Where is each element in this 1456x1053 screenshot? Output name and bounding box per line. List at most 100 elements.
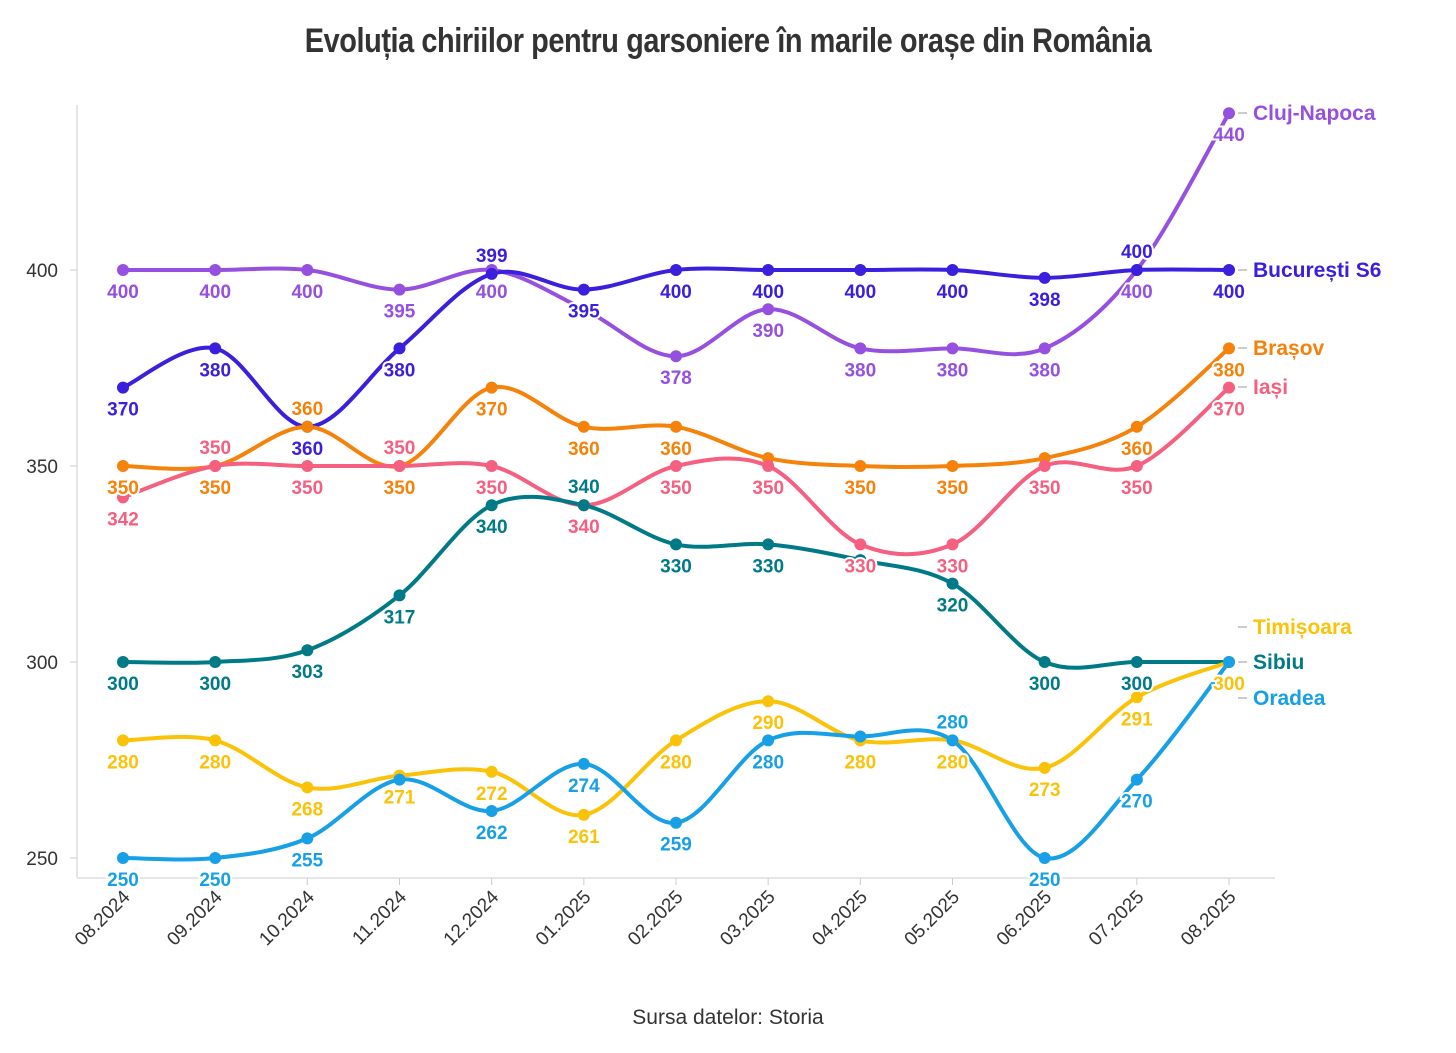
data-point	[117, 852, 129, 864]
series-line-Oradea	[122, 660, 1231, 862]
x-tick-label: 05.2025	[901, 887, 964, 950]
x-tick-label: 06.2025	[993, 887, 1056, 950]
data-label: 350	[199, 478, 231, 499]
data-point	[209, 734, 222, 747]
y-tick-label: 400	[26, 261, 58, 282]
data-label: 380	[844, 360, 876, 381]
data-point	[485, 499, 498, 512]
data-point	[117, 264, 129, 276]
data-label: 262	[476, 823, 508, 844]
data-point	[209, 852, 222, 864]
data-label: 350	[1029, 478, 1061, 499]
data-point	[670, 460, 682, 472]
data-point	[209, 342, 222, 355]
data-label: 360	[291, 399, 323, 420]
data-label: 291	[1121, 709, 1153, 730]
data-point	[854, 538, 867, 551]
data-label: 398	[1029, 290, 1061, 311]
data-label: 370	[107, 400, 139, 421]
data-point	[209, 656, 222, 668]
x-tick-label: 08.2025	[1177, 887, 1240, 950]
data-label: 271	[384, 788, 416, 809]
data-label: 400	[291, 282, 323, 303]
data-point	[1130, 773, 1143, 786]
data-label: 400	[107, 282, 139, 303]
data-point	[670, 734, 682, 747]
chart-title: Evoluția chiriilor pentru garsoniere în …	[304, 22, 1152, 60]
x-tick-label: 04.2025	[808, 887, 871, 950]
data-label: 380	[384, 360, 416, 381]
data-point	[485, 765, 498, 778]
data-point	[1223, 342, 1235, 355]
data-points	[117, 107, 1235, 864]
data-label: 395	[384, 302, 416, 323]
data-label: 330	[937, 556, 969, 577]
data-label: 255	[291, 850, 323, 871]
data-label: 280	[660, 752, 692, 773]
data-label: 350	[476, 478, 508, 499]
data-label: 273	[1029, 780, 1061, 801]
data-label: 274	[568, 776, 600, 797]
data-label: 259	[660, 835, 692, 856]
data-label: 350	[752, 478, 784, 499]
series-end-label: Iași	[1253, 376, 1288, 399]
data-label: 330	[752, 556, 784, 577]
data-label: 330	[844, 556, 876, 577]
data-label: 342	[107, 509, 139, 530]
data-label: 250	[199, 870, 231, 891]
y-tick-label: 300	[26, 653, 58, 674]
data-label: 400	[660, 282, 692, 303]
series-end-label: București S6	[1253, 259, 1381, 282]
data-label: 300	[107, 674, 139, 695]
data-label: 280	[752, 752, 784, 773]
data-label: 300	[1121, 674, 1153, 695]
data-point	[393, 283, 406, 296]
data-point	[485, 267, 498, 280]
series-end-label: Timișoara	[1253, 616, 1352, 639]
data-label: 380	[1213, 360, 1245, 381]
data-point	[1130, 264, 1143, 276]
data-point	[393, 342, 406, 355]
data-point	[485, 804, 498, 817]
data-point	[117, 491, 129, 504]
data-point	[762, 303, 775, 316]
data-label: 300	[199, 674, 231, 695]
data-label: 370	[1213, 400, 1245, 421]
data-label: 395	[568, 302, 600, 323]
data-point	[301, 832, 314, 845]
data-label: 350	[384, 438, 416, 459]
data-label: 317	[384, 607, 416, 628]
data-point	[946, 460, 959, 472]
series-end-label: Brașov	[1253, 337, 1325, 360]
data-point	[946, 538, 959, 551]
data-point	[1038, 271, 1051, 284]
data-point	[1038, 656, 1051, 668]
data-point	[854, 264, 867, 276]
data-point	[670, 420, 682, 433]
x-tick-label: 09.2024	[163, 886, 227, 950]
data-label: 280	[844, 752, 876, 773]
data-point	[393, 589, 406, 602]
x-tick-label: 10.2024	[255, 886, 319, 950]
data-label: 303	[291, 662, 323, 683]
data-point	[301, 781, 314, 794]
x-tick-label: 07.2025	[1085, 887, 1148, 950]
data-point	[577, 303, 590, 316]
data-label: 360	[568, 439, 600, 460]
data-label: 400	[752, 282, 784, 303]
data-point	[1038, 460, 1051, 472]
data-point	[117, 381, 129, 394]
data-point	[946, 734, 959, 747]
data-point	[762, 695, 775, 708]
data-label: 400	[199, 282, 231, 303]
data-point	[946, 342, 959, 355]
data-point	[854, 460, 867, 472]
data-label: 350	[937, 478, 969, 499]
data-label: 350	[384, 478, 416, 499]
data-point	[1130, 691, 1143, 704]
data-point	[577, 499, 590, 512]
data-point	[117, 734, 129, 747]
data-point	[670, 816, 682, 829]
data-label: 250	[1029, 870, 1061, 891]
